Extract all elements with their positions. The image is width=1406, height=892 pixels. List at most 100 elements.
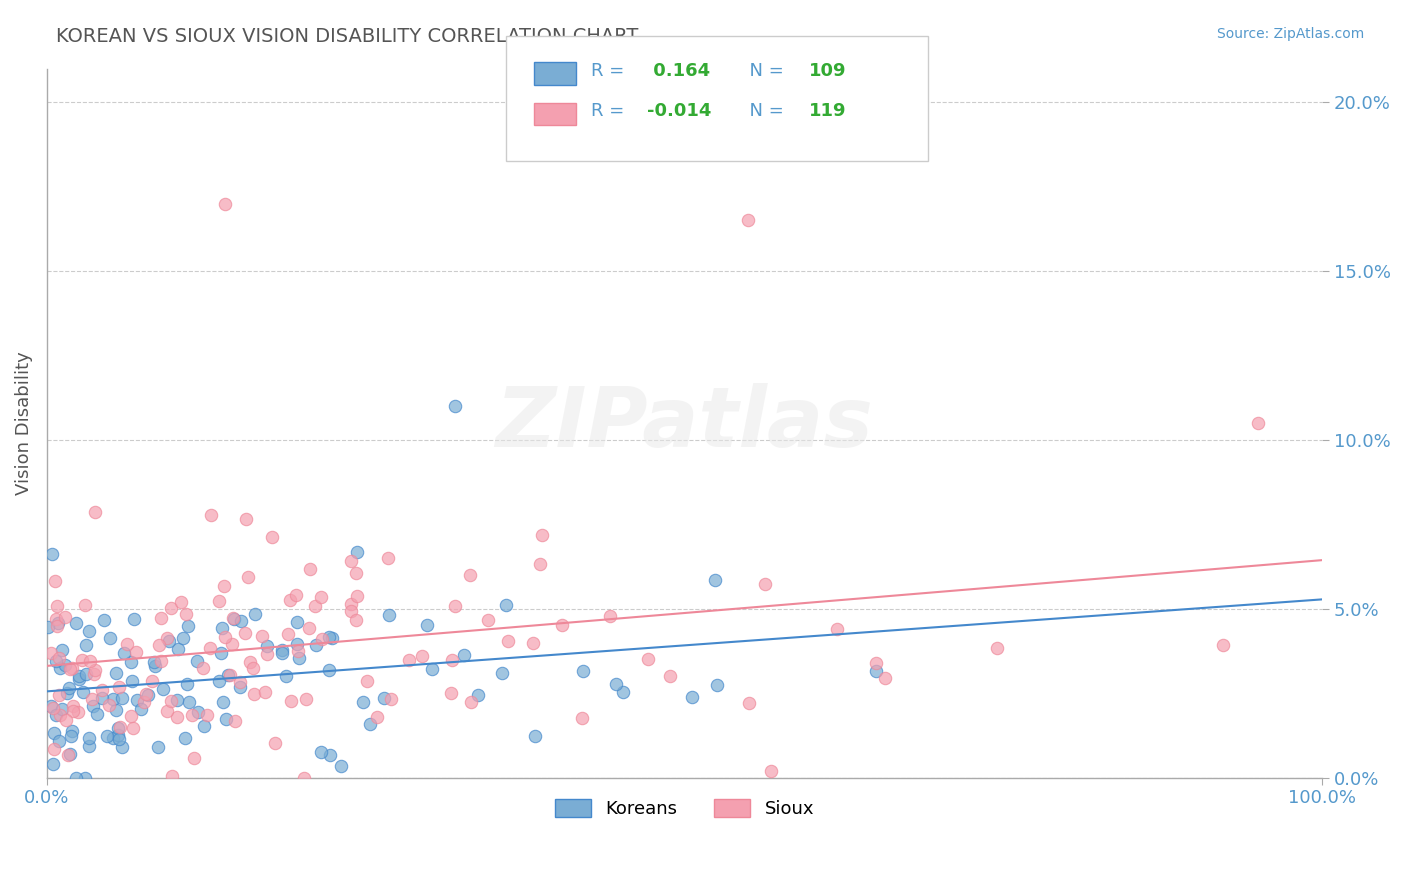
Sioux (55, 713, 77, 727)
Sioux (39, 646, 62, 660)
Sioux (477, 613, 499, 627)
Koreans (125, 693, 148, 707)
Koreans (45, 654, 67, 668)
Koreans (207, 674, 229, 689)
Sioux (496, 633, 519, 648)
Sioux (62, 699, 84, 714)
Sioux (298, 621, 321, 635)
Sioux (344, 566, 367, 580)
Sioux (458, 568, 481, 582)
Sioux (659, 669, 682, 683)
Koreans (166, 693, 188, 707)
Sioux (170, 595, 193, 609)
Koreans (416, 618, 439, 632)
Sioux (254, 685, 277, 699)
Sioux (117, 637, 139, 651)
Sioux (214, 196, 236, 211)
Koreans (177, 619, 200, 633)
Koreans (111, 740, 134, 755)
Text: 0.164: 0.164 (647, 62, 710, 80)
Sioux (53, 610, 76, 624)
Koreans (211, 621, 233, 635)
Koreans (60, 724, 83, 739)
Koreans (495, 598, 517, 612)
Sioux (737, 696, 759, 710)
Sioux (298, 562, 321, 576)
Sioux (160, 693, 183, 707)
Sioux (571, 711, 593, 725)
Koreans (143, 659, 166, 673)
Koreans (467, 688, 489, 702)
Sioux (108, 680, 131, 694)
Koreans (98, 631, 121, 645)
Koreans (112, 646, 135, 660)
Koreans (305, 638, 328, 652)
Koreans (41, 548, 63, 562)
Koreans (86, 707, 108, 722)
Koreans (59, 747, 82, 761)
Text: N =: N = (738, 103, 790, 120)
Sioux (45, 599, 67, 613)
Sioux (759, 764, 782, 778)
Sioux (42, 701, 65, 715)
Koreans (444, 399, 467, 413)
Sioux (294, 691, 316, 706)
Sioux (304, 599, 326, 613)
Koreans (107, 728, 129, 742)
Sioux (46, 619, 69, 633)
Koreans (172, 632, 194, 646)
Sioux (529, 557, 551, 571)
Sioux (122, 721, 145, 735)
Koreans (75, 667, 97, 681)
Text: N =: N = (738, 62, 790, 80)
Koreans (93, 613, 115, 627)
Koreans (215, 713, 238, 727)
Koreans (309, 745, 332, 759)
Sioux (754, 576, 776, 591)
Koreans (55, 686, 77, 700)
Koreans (77, 731, 100, 745)
Koreans (37, 620, 59, 634)
Sioux (522, 636, 544, 650)
Sioux (599, 609, 621, 624)
Sioux (235, 512, 257, 526)
Sioux (79, 654, 101, 668)
Sioux (135, 687, 157, 701)
Koreans (96, 729, 118, 743)
Sioux (260, 530, 283, 544)
Sioux (181, 707, 204, 722)
Sioux (148, 638, 170, 652)
Koreans (186, 654, 208, 668)
Koreans (58, 681, 80, 695)
Sioux (377, 550, 399, 565)
Koreans (105, 666, 128, 681)
Sioux (110, 721, 132, 735)
Koreans (321, 631, 343, 645)
Sioux (441, 653, 464, 667)
Sioux (229, 675, 252, 690)
Sioux (440, 686, 463, 700)
Sioux (155, 704, 177, 718)
Koreans (176, 676, 198, 690)
Koreans (174, 731, 197, 745)
Sioux (160, 600, 183, 615)
Koreans (704, 573, 727, 587)
Koreans (107, 722, 129, 736)
Sioux (411, 649, 433, 664)
Sioux (239, 655, 262, 669)
Sioux (256, 647, 278, 661)
Sioux (200, 640, 222, 655)
Koreans (42, 726, 65, 740)
Sioux (531, 528, 554, 542)
Koreans (330, 759, 353, 773)
Koreans (187, 705, 209, 719)
Sioux (222, 611, 245, 625)
Koreans (111, 691, 134, 706)
Koreans (108, 732, 131, 747)
Sioux (67, 705, 90, 719)
Koreans (256, 639, 278, 653)
Text: Source: ZipAtlas.com: Source: ZipAtlas.com (1216, 27, 1364, 41)
Sioux (70, 653, 93, 667)
Koreans (48, 734, 70, 748)
Koreans (318, 631, 340, 645)
